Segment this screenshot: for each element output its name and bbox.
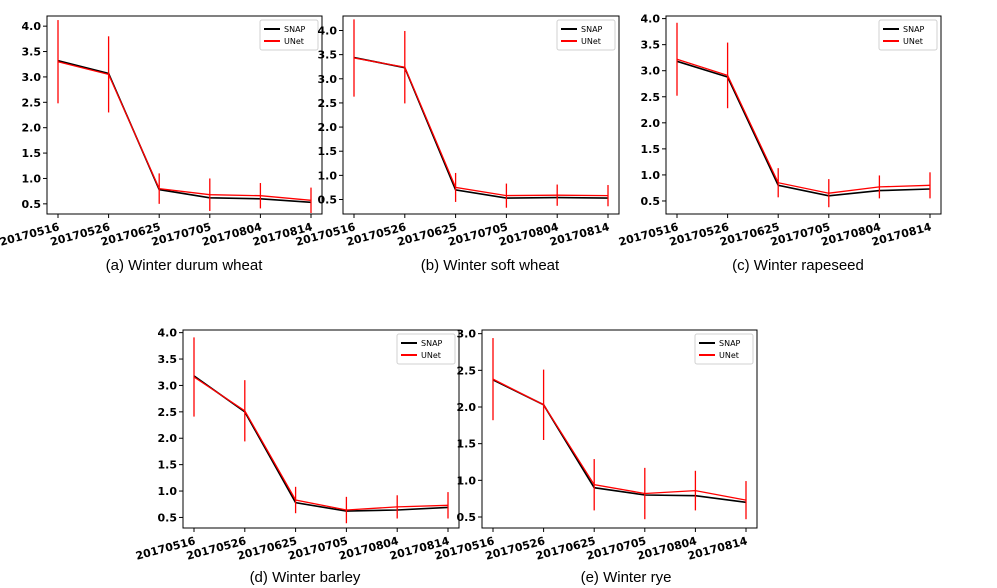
y-tick-label: 0.5 bbox=[158, 511, 178, 524]
y-tick-label: 4.0 bbox=[641, 13, 661, 26]
y-tick-label: 1.0 bbox=[318, 169, 338, 182]
legend-label: SNAP bbox=[581, 25, 603, 34]
y-tick-label: 0.5 bbox=[22, 198, 42, 211]
chart-panel: 0.51.01.52.02.53.03.54.02017051620170526… bbox=[134, 327, 460, 586]
legend-label: SNAP bbox=[903, 25, 925, 34]
y-tick-label: 2.5 bbox=[457, 364, 477, 377]
y-tick-label: 3.0 bbox=[457, 328, 477, 341]
y-tick-label: 1.0 bbox=[158, 485, 178, 498]
y-tick-label: 0.5 bbox=[318, 194, 338, 207]
legend-label: SNAP bbox=[421, 339, 443, 348]
y-tick-label: 2.0 bbox=[641, 117, 661, 130]
y-tick-label: 2.5 bbox=[641, 91, 661, 104]
y-tick-label: 2.5 bbox=[158, 406, 178, 419]
y-tick-label: 3.5 bbox=[22, 46, 42, 59]
y-tick-label: 4.0 bbox=[22, 20, 42, 33]
y-tick-label: 3.5 bbox=[158, 353, 178, 366]
chart-panel: 0.51.01.52.02.53.03.54.02017051620170526… bbox=[0, 15, 323, 274]
legend-label: SNAP bbox=[284, 25, 306, 34]
y-tick-label: 3.0 bbox=[158, 379, 178, 392]
snap-series-line bbox=[676, 60, 931, 197]
chart-panel: 0.51.01.52.02.53.02017051620170526201706… bbox=[433, 328, 758, 586]
plot-frame bbox=[46, 15, 323, 215]
y-tick-label: 3.0 bbox=[22, 71, 42, 84]
y-tick-label: 1.0 bbox=[457, 474, 477, 487]
unet-series-line bbox=[492, 378, 747, 501]
panel-caption: (c) Winter rapeseed bbox=[732, 257, 864, 274]
legend-box bbox=[878, 19, 938, 51]
y-tick-label: 4.0 bbox=[158, 327, 178, 340]
y-tick-label: 3.5 bbox=[318, 49, 338, 62]
y-tick-label: 1.5 bbox=[641, 143, 661, 156]
plot-frame bbox=[481, 329, 758, 529]
y-tick-label: 4.0 bbox=[318, 24, 338, 37]
legend-box bbox=[556, 19, 616, 51]
snap-series-line bbox=[193, 375, 449, 512]
unet-series-line bbox=[193, 376, 449, 511]
y-tick-label: 2.0 bbox=[457, 401, 477, 414]
y-tick-label: 1.0 bbox=[22, 172, 42, 185]
y-tick-label: 1.0 bbox=[641, 169, 661, 182]
plot-frame bbox=[342, 15, 620, 215]
y-tick-label: 1.5 bbox=[457, 438, 477, 451]
legend-label: UNet bbox=[903, 37, 923, 46]
y-tick-label: 3.5 bbox=[641, 39, 661, 52]
y-tick-label: 3.0 bbox=[318, 73, 338, 86]
y-tick-label: 2.0 bbox=[158, 432, 178, 445]
legend-box bbox=[396, 333, 456, 365]
plot-frame bbox=[665, 15, 942, 215]
y-tick-label: 3.0 bbox=[641, 65, 661, 78]
plot-frame bbox=[182, 329, 460, 529]
unet-series-line bbox=[57, 61, 312, 201]
y-tick-label: 2.0 bbox=[22, 122, 42, 135]
legend-label: UNet bbox=[421, 351, 441, 360]
chart-panel: 0.51.01.52.02.53.03.54.02017051620170526… bbox=[617, 13, 942, 274]
y-tick-label: 1.5 bbox=[22, 147, 42, 160]
panel-caption: (d) Winter barley bbox=[250, 569, 361, 586]
unet-series-line bbox=[353, 57, 609, 197]
legend-label: UNet bbox=[581, 37, 601, 46]
snap-series-line bbox=[57, 59, 312, 204]
legend-label: UNet bbox=[719, 351, 739, 360]
y-tick-label: 0.5 bbox=[457, 511, 477, 524]
y-tick-label: 2.5 bbox=[318, 97, 338, 110]
unet-series-line bbox=[676, 58, 931, 194]
y-tick-label: 0.5 bbox=[641, 195, 661, 208]
y-tick-label: 2.5 bbox=[22, 96, 42, 109]
snap-series-line bbox=[353, 56, 609, 199]
chart-panel: 0.51.01.52.02.53.03.54.02017051620170526… bbox=[294, 15, 620, 274]
y-tick-label: 1.5 bbox=[158, 459, 178, 472]
panel-caption: (b) Winter soft wheat bbox=[421, 257, 560, 274]
y-tick-label: 1.5 bbox=[318, 145, 338, 158]
legend-box bbox=[259, 19, 319, 51]
panel-caption: (e) Winter rye bbox=[581, 569, 672, 586]
y-tick-label: 2.0 bbox=[318, 121, 338, 134]
legend-label: UNet bbox=[284, 37, 304, 46]
legend-label: SNAP bbox=[719, 339, 741, 348]
legend-box bbox=[694, 333, 754, 365]
panel-caption: (a) Winter durum wheat bbox=[106, 257, 264, 274]
